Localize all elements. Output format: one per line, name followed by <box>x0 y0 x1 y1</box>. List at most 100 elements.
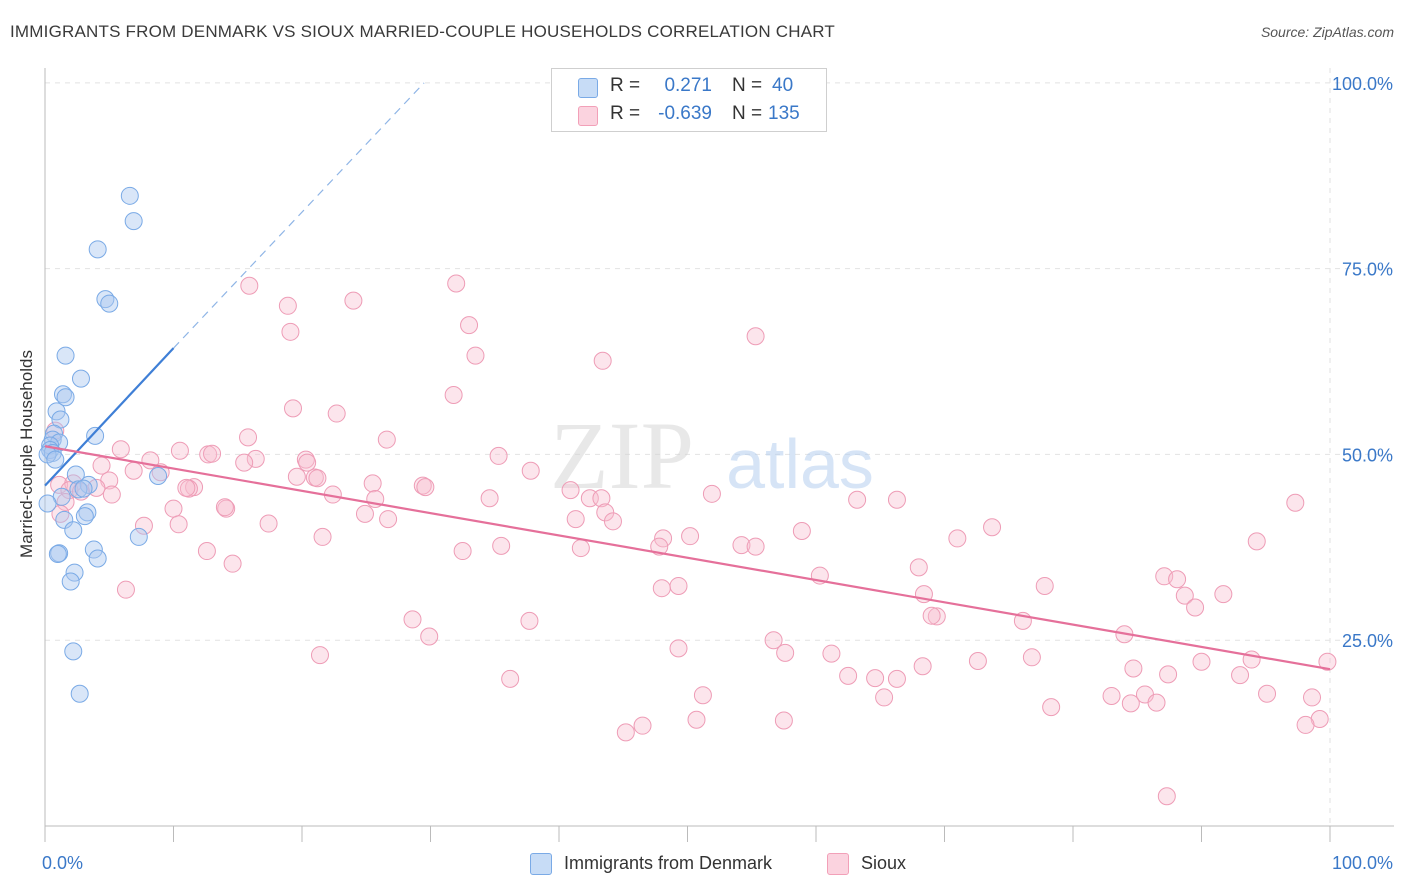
sioux-point <box>774 711 793 730</box>
sioux-points <box>46 274 1337 806</box>
sioux-point <box>1022 648 1041 667</box>
sioux-point <box>693 686 712 705</box>
y-axis-label: Married-couple Households <box>17 350 36 558</box>
sioux-point <box>1192 652 1211 671</box>
sioux-point <box>593 351 612 370</box>
sioux-point <box>927 607 946 626</box>
denmark-point <box>86 426 105 445</box>
sioux-point <box>444 385 463 404</box>
sioux-point <box>887 669 906 688</box>
sioux-point <box>561 481 580 500</box>
sioux-point <box>308 469 327 488</box>
sioux-point <box>111 440 130 459</box>
denmark-point <box>50 544 69 563</box>
sioux-point <box>866 669 885 688</box>
sioux-point <box>50 475 69 494</box>
sioux-point <box>848 490 867 509</box>
denmark-trend-line <box>44 347 175 487</box>
legend-n-value: 135 <box>768 103 800 124</box>
denmark-point <box>55 510 74 529</box>
sioux-point <box>239 428 258 447</box>
sioux-point <box>169 515 188 534</box>
sioux-point <box>217 499 236 518</box>
sioux-point <box>1296 715 1315 734</box>
chart-title: IMMIGRANTS FROM DENMARK VS SIOUX MARRIED… <box>10 22 835 41</box>
sioux-point <box>1318 652 1337 671</box>
legend-row-sioux: R = -0.639 N = 135 <box>552 101 826 129</box>
denmark-point <box>56 346 75 365</box>
correlation-legend: R = 0.271 N = 40 R = -0.639 N = 135 <box>551 68 827 132</box>
legend-r-label: R = <box>610 75 641 96</box>
sioux-point <box>652 579 671 598</box>
sioux-point <box>1247 532 1266 551</box>
sioux-point <box>948 529 967 548</box>
sioux-point <box>1035 576 1054 595</box>
sioux-point <box>501 669 520 688</box>
watermark: ZIP atlas <box>550 402 874 509</box>
denmark-point <box>75 507 94 526</box>
denmark-point <box>84 540 103 559</box>
sioux-point <box>259 514 278 533</box>
sioux-point <box>197 542 216 561</box>
sioux-point <box>215 498 234 517</box>
sioux-point <box>839 666 858 685</box>
sioux-point <box>177 478 196 497</box>
denmark-point <box>48 545 67 564</box>
watermark-atlas: atlas <box>726 425 874 503</box>
sioux-point <box>746 537 765 556</box>
sioux-point <box>968 652 987 671</box>
sioux-point <box>669 576 688 595</box>
denmark-point <box>71 369 90 388</box>
sioux-point <box>1124 659 1143 678</box>
sioux-point <box>489 446 508 465</box>
sioux-point <box>913 657 932 676</box>
sioux-point <box>134 516 153 535</box>
sioux-point <box>1121 694 1140 713</box>
gridlines <box>45 68 1390 826</box>
denmark-point <box>56 388 75 407</box>
sioux-point <box>344 291 363 310</box>
legend-r-value: -0.639 <box>658 103 712 124</box>
sioux-point <box>379 510 398 529</box>
sioux-point <box>1214 585 1233 604</box>
denmark-point <box>74 479 93 498</box>
sioux-point <box>603 512 622 531</box>
y-tick-label: 25.0% <box>1342 631 1393 651</box>
sioux-point <box>822 644 841 663</box>
sioux-point <box>416 478 435 497</box>
sioux-point <box>480 489 499 508</box>
y-tick-label: 50.0% <box>1342 445 1393 465</box>
sioux-point <box>764 631 783 650</box>
legend-swatch-sioux <box>578 106 598 126</box>
sioux-point <box>281 322 300 341</box>
sioux-point <box>298 453 317 472</box>
sioux-point <box>170 441 189 460</box>
bottom-label-denmark: Immigrants from Denmark <box>564 853 773 873</box>
sioux-point <box>746 327 765 346</box>
denmark-point <box>47 402 66 421</box>
denmark-point <box>66 465 85 484</box>
sioux-point <box>1258 684 1277 703</box>
legend-swatch-denmark <box>578 78 598 98</box>
legend-n-label: N = <box>732 75 763 96</box>
denmark-point <box>46 450 65 469</box>
sioux-point <box>71 482 90 501</box>
sioux-trend-line <box>44 445 1331 671</box>
y-tick-label: 100.0% <box>1332 74 1393 94</box>
sioux-point <box>284 399 303 418</box>
denmark-point <box>38 494 57 513</box>
sioux-point <box>460 316 479 335</box>
sioux-point <box>1168 570 1187 589</box>
sioux-point <box>1147 693 1166 712</box>
bottom-swatch-denmark <box>530 853 552 875</box>
sioux-point <box>669 639 688 658</box>
x-tick-label: 0.0% <box>42 853 83 873</box>
sioux-point <box>287 467 306 486</box>
legend-row-denmark: R = 0.271 N = 40 <box>552 73 826 101</box>
sioux-point <box>1042 698 1061 717</box>
sioux-point <box>654 529 673 548</box>
sioux-point <box>92 456 111 475</box>
sioux-point <box>1186 598 1205 617</box>
sioux-point <box>875 688 894 707</box>
sioux-point <box>732 536 751 555</box>
